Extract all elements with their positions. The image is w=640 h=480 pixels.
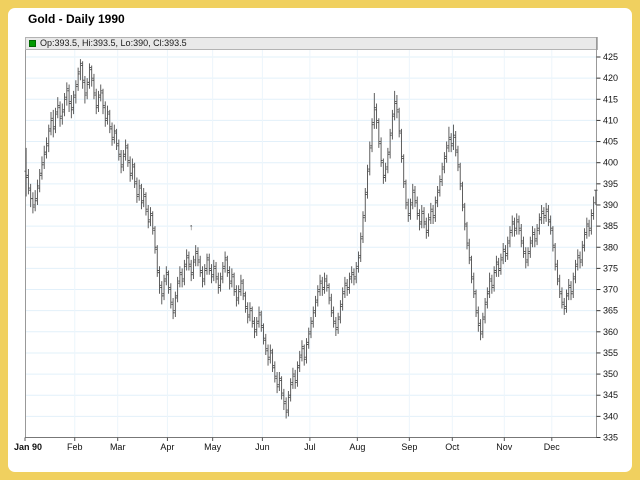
svg-text:335: 335 bbox=[603, 433, 618, 443]
svg-text:Apr: Apr bbox=[160, 442, 174, 452]
svg-text:Nov: Nov bbox=[496, 442, 513, 452]
svg-text:400: 400 bbox=[603, 158, 618, 168]
quote-text: Op:393.5, Hi:393.5, Lo:390, Cl:393.5 bbox=[40, 38, 187, 48]
svg-text:385: 385 bbox=[603, 221, 618, 231]
svg-text:Dec: Dec bbox=[544, 442, 561, 452]
chart-panel bbox=[8, 8, 632, 472]
svg-text:375: 375 bbox=[603, 263, 618, 273]
up-arrow-annotation: ↑ bbox=[189, 222, 194, 232]
svg-text:425: 425 bbox=[603, 52, 618, 62]
svg-text:390: 390 bbox=[603, 200, 618, 210]
svg-text:405: 405 bbox=[603, 137, 618, 147]
svg-text:Aug: Aug bbox=[349, 442, 365, 452]
labels-layer: 335 340 345 350 355 360 365 370 375 380 385 390 395 4… bbox=[14, 52, 618, 452]
svg-text:355: 355 bbox=[603, 348, 618, 358]
svg-text:May: May bbox=[204, 442, 222, 452]
ohlc-bars bbox=[24, 59, 598, 419]
svg-text:370: 370 bbox=[603, 285, 618, 295]
quote-info-bar: Op:393.5, Hi:393.5, Lo:390, Cl:393.5 bbox=[25, 37, 598, 50]
svg-text:380: 380 bbox=[603, 242, 618, 252]
svg-text:410: 410 bbox=[603, 115, 618, 125]
svg-text:395: 395 bbox=[603, 179, 618, 189]
svg-text:Oct: Oct bbox=[445, 442, 460, 452]
svg-text:365: 365 bbox=[603, 306, 618, 316]
axis-layer bbox=[25, 37, 597, 438]
chart-title: Gold - Daily 1990 bbox=[28, 12, 125, 26]
annotation-layer: ↑ bbox=[189, 222, 194, 232]
svg-text:Jun: Jun bbox=[255, 442, 270, 452]
svg-text:415: 415 bbox=[603, 94, 618, 104]
svg-text:Mar: Mar bbox=[110, 442, 126, 452]
series-marker-icon bbox=[29, 40, 36, 47]
svg-text:Jul: Jul bbox=[304, 442, 316, 452]
svg-text:350: 350 bbox=[603, 369, 618, 379]
svg-text:345: 345 bbox=[603, 390, 618, 400]
bars-layer bbox=[24, 59, 598, 419]
grid-layer bbox=[26, 50, 596, 438]
svg-text:Sep: Sep bbox=[401, 442, 417, 452]
svg-text:340: 340 bbox=[603, 411, 618, 421]
svg-text:Jan 90: Jan 90 bbox=[14, 442, 42, 452]
svg-text:Feb: Feb bbox=[67, 442, 83, 452]
svg-text:360: 360 bbox=[603, 327, 618, 337]
svg-text:420: 420 bbox=[603, 73, 618, 83]
